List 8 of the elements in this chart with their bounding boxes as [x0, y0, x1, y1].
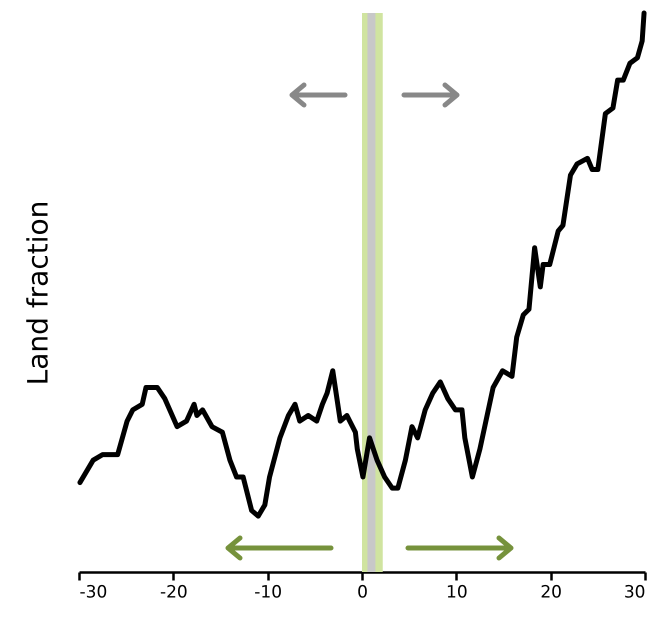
x-tick-label: 30	[624, 582, 646, 602]
x-tick-label: 0	[357, 582, 368, 602]
x-tick-label: -30	[80, 582, 108, 602]
y-axis-title: Land fraction	[22, 200, 54, 386]
x-tick-label: -20	[160, 582, 188, 602]
x-tick-label: -10	[254, 582, 282, 602]
x-tick-label: 10	[446, 582, 468, 602]
x-tick-label: 20	[540, 582, 562, 602]
